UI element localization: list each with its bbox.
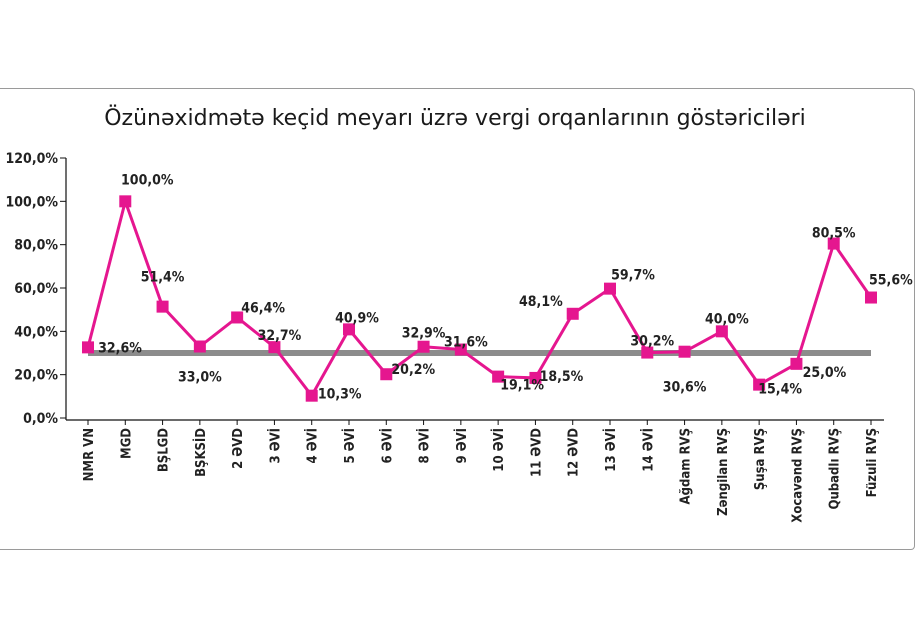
data-point-marker [753, 378, 766, 391]
x-tick-label: 3 ƏVİ [267, 428, 283, 464]
y-tick-label: 80,0% [14, 238, 58, 254]
data-point-marker [865, 291, 877, 304]
series [82, 195, 877, 402]
data-point-marker [454, 343, 467, 356]
x-ticks: NMR VN MGD BŞLGD BŞKSİD 2 ƏVD 3 ƏVİ 4 ƏVİ 5 ƏVİ… [82, 420, 880, 523]
x-tick-label: 2 ƏVD [231, 428, 246, 469]
x-tick-label: 6 ƏVİ [379, 428, 395, 464]
chart-frame [0, 88, 915, 550]
data-label: 19,1% [500, 378, 544, 394]
y-tick-label: 20,0% [14, 368, 58, 384]
x-tick-label: 14 ƏVİ [640, 428, 656, 472]
x-tick-label: BŞLGD [157, 428, 172, 472]
x-tick-label: 5 ƏVİ [342, 428, 358, 464]
data-label: 25,0% [803, 365, 847, 381]
x-tick-label: Xocavənd RVŞ [790, 428, 805, 523]
x-tick-label: Zəngilan RVŞ [716, 428, 731, 516]
data-label: 15,4% [758, 382, 802, 398]
series-line [86, 199, 873, 398]
y-tick-label: 60,0% [14, 281, 58, 297]
data-label: 31,6% [444, 335, 488, 351]
data-point-marker [827, 237, 840, 250]
x-tick-label: MGD [119, 428, 134, 459]
x-tick-label: 11 ƏVD [529, 428, 544, 477]
x-tick-label: Ağdam RVŞ [679, 428, 694, 504]
x-tick-label: 8 ƏVİ [417, 428, 433, 464]
y-tick-label: 40,0% [14, 324, 58, 340]
data-point-marker [119, 195, 132, 208]
chart-title: Özünəxidmətə keçid meyarı üzrə vergi orq… [104, 105, 806, 131]
data-label: 32,7% [258, 328, 302, 344]
x-tick-label: Füzuli RVŞ [865, 428, 880, 497]
data-label: 51,4% [141, 270, 185, 286]
data-label: 80,5% [812, 226, 856, 242]
data-point-marker [715, 325, 728, 338]
data-point-marker [604, 282, 616, 295]
data-point-marker [156, 300, 169, 313]
data-point-marker [641, 346, 654, 359]
data-point-marker [82, 341, 94, 354]
y-tick-label: 0,0% [23, 411, 58, 427]
data-point-marker [566, 307, 579, 320]
x-tick-label: Qubadlı RVŞ [828, 428, 843, 509]
data-point-marker [417, 340, 430, 353]
x-tick-label: 13 ƏVİ [603, 428, 619, 472]
data-label: 46,4% [241, 300, 285, 316]
y-ticks: 0,0% 20,0% 40,0% 60,0% 80,0% 100,0% 120,0% [6, 151, 66, 427]
data-label: 30,2% [630, 334, 674, 350]
data-label: 20,2% [391, 362, 435, 378]
data-label: 40,0% [705, 311, 749, 327]
data-label: 10,3% [318, 387, 362, 403]
data-label: 48,1% [519, 294, 563, 310]
data-point-marker [231, 311, 244, 324]
y-tick-label: 100,0% [6, 194, 59, 210]
y-tick-label: 120,0% [6, 151, 59, 167]
data-label: 55,6% [869, 273, 913, 289]
data-point-marker [678, 345, 691, 358]
data-label: 33,0% [178, 370, 222, 386]
x-tick-label: 4 ƏVİ [305, 428, 321, 464]
data-point-marker [343, 323, 355, 336]
data-labels: 32,6% 100,0% 51,4% 33,0% 46,4% 32,7% 10,3% 40,9… [98, 172, 913, 402]
data-label: 40,9% [335, 310, 379, 326]
x-tick-label: Şuşa RVŞ [753, 428, 768, 490]
data-point-marker [268, 341, 281, 354]
data-label: 32,6% [98, 340, 142, 356]
data-label: 100,0% [121, 172, 174, 188]
x-tick-label: 12 ƏVD [567, 428, 582, 477]
data-point-marker [380, 368, 393, 381]
data-label: 30,6% [663, 380, 707, 396]
data-point-marker [790, 357, 803, 370]
data-label: 32,9% [402, 326, 446, 342]
x-tick-label: BŞKSİD [193, 428, 209, 477]
data-point-marker [529, 371, 542, 384]
x-tick-label: NMR VN [82, 428, 97, 481]
data-point-marker [492, 370, 505, 383]
x-tick-label: 9 ƏVİ [454, 428, 470, 464]
data-point-marker [305, 389, 318, 402]
x-tick-label: 10 ƏVİ [491, 428, 507, 472]
data-label: 18,5% [540, 369, 584, 385]
data-label: 59,7% [611, 268, 655, 284]
data-point-marker [193, 340, 206, 353]
